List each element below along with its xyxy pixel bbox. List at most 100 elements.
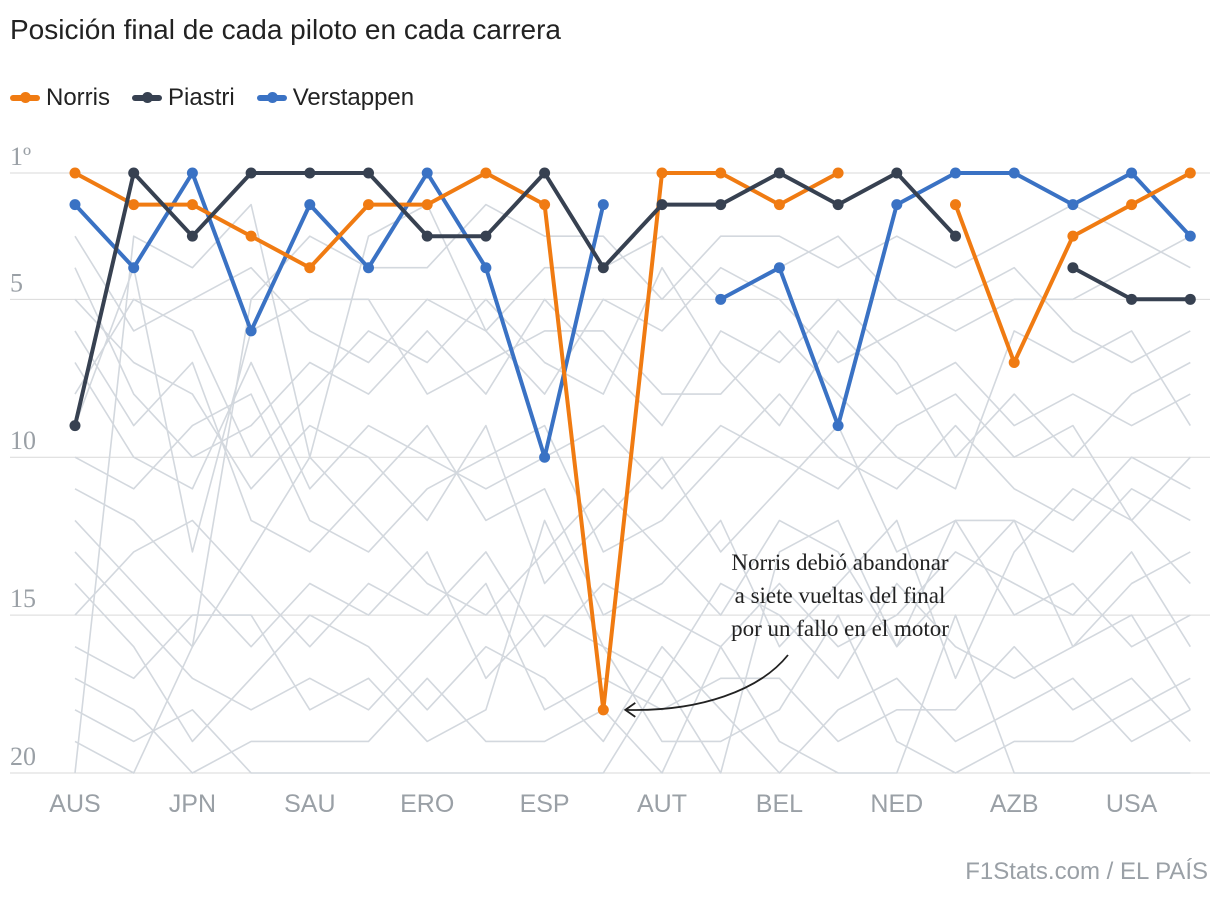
- annotation-line-3: por un fallo en el motor: [731, 616, 949, 641]
- data-point-norris: [1067, 230, 1079, 242]
- data-point-verstappen: [1067, 199, 1079, 211]
- data-point-piastri: [186, 230, 198, 242]
- data-point-piastri: [363, 167, 374, 179]
- x-tick-label: AUT: [637, 790, 687, 818]
- annotation-line-2: a siete vueltas del final: [734, 583, 946, 608]
- data-point-norris: [304, 262, 316, 274]
- data-point-piastri: [832, 199, 844, 211]
- background-driver-line-13: [74, 519, 1191, 774]
- data-point-norris: [950, 199, 961, 211]
- data-point-piastri: [950, 230, 961, 242]
- data-point-piastri: [891, 167, 903, 179]
- data-point-verstappen: [1008, 167, 1020, 179]
- annotation-arrowhead: [623, 702, 636, 718]
- background-driver-line-8: [74, 267, 1191, 458]
- data-point-verstappen: [832, 420, 844, 432]
- y-tick-label: 10: [10, 426, 36, 455]
- data-point-piastri: [421, 230, 433, 242]
- data-point-verstappen: [480, 262, 492, 274]
- data-point-norris: [128, 199, 140, 211]
- background-driver-line-6: [74, 582, 1191, 774]
- x-tick-label: ESP: [520, 790, 570, 818]
- legend-item-verstappen: Verstappen: [256, 84, 415, 112]
- background-driver-line-3: [74, 235, 1191, 395]
- data-point-verstappen: [891, 199, 903, 211]
- data-point-norris: [656, 167, 668, 179]
- x-tick-label: ERO: [400, 790, 454, 818]
- background-driver-line-10: [74, 488, 1191, 680]
- background-driver-line-9: [74, 519, 1191, 648]
- data-point-piastri: [304, 167, 316, 179]
- data-point-verstappen: [69, 199, 81, 211]
- x-tick-label: JPN: [169, 790, 216, 818]
- legend: Norris Piastri Verstappen: [10, 84, 414, 112]
- data-point-norris: [715, 167, 727, 179]
- data-point-verstappen: [363, 262, 374, 274]
- data-point-piastri: [245, 167, 257, 179]
- y-tick-label: 20: [10, 742, 36, 771]
- data-point-piastri: [1184, 293, 1196, 305]
- data-point-norris: [1008, 356, 1020, 368]
- x-tick-label: BEL: [756, 790, 803, 818]
- data-point-verstappen: [1126, 167, 1138, 179]
- background-driver-line-5: [74, 266, 1191, 458]
- data-point-verstappen: [950, 167, 961, 179]
- legend-swatch-piastri: [132, 92, 162, 103]
- annotation-arrow: [625, 654, 789, 711]
- data-point-verstappen: [1184, 230, 1196, 242]
- x-tick-label: USA: [1106, 790, 1158, 818]
- data-point-norris: [832, 167, 844, 179]
- data-point-verstappen: [128, 262, 140, 274]
- series-line-verstappen-1: [73, 171, 606, 460]
- legend-item-norris: Norris: [10, 84, 110, 112]
- data-point-verstappen: [539, 451, 551, 463]
- data-point-norris: [69, 167, 81, 179]
- legend-item-piastri: Piastri: [132, 84, 235, 112]
- legend-label-norris: Norris: [46, 84, 110, 111]
- data-point-norris: [1126, 199, 1138, 211]
- legend-swatch-norris: [10, 92, 40, 103]
- data-point-verstappen: [715, 293, 727, 305]
- background-driver-line-1: [74, 298, 1191, 648]
- x-tick-label: AUS: [49, 790, 100, 818]
- data-point-verstappen: [304, 199, 316, 211]
- background-driver-line-4: [74, 456, 1191, 648]
- y-tick-label: 5: [10, 268, 23, 297]
- data-point-piastri: [480, 230, 492, 242]
- y-tick-label: 1º: [10, 142, 31, 171]
- data-point-piastri: [597, 262, 609, 274]
- data-point-piastri: [128, 167, 140, 179]
- data-point-norris: [245, 230, 257, 242]
- background-driver-line-12: [74, 551, 1191, 743]
- data-point-norris: [539, 199, 551, 211]
- legend-label-verstappen: Verstappen: [292, 84, 415, 111]
- data-point-verstappen: [773, 262, 785, 274]
- data-point-norris: [480, 167, 492, 179]
- data-point-verstappen: [245, 325, 257, 337]
- data-point-verstappen: [597, 199, 609, 211]
- data-point-piastri: [539, 167, 551, 179]
- annotation: Norris debió abandonar a siete vueltas d…: [690, 546, 990, 645]
- data-point-piastri: [773, 167, 785, 179]
- x-tick-label: NED: [870, 790, 923, 818]
- background-driver-line-15: [74, 614, 1191, 774]
- data-point-norris: [186, 199, 198, 211]
- legend-label-piastri: Piastri: [168, 84, 235, 111]
- background-driver-line-18: [74, 203, 1191, 774]
- background-driver-line-17: [74, 203, 1191, 774]
- y-tick-label: 15: [10, 584, 36, 613]
- data-point-piastri: [715, 199, 727, 211]
- data-point-piastri: [656, 199, 668, 211]
- background-driver-line-16: [74, 519, 1191, 774]
- data-point-piastri: [1067, 262, 1079, 274]
- data-point-norris: [363, 199, 374, 211]
- series-line-norris-1: [73, 171, 1193, 712]
- x-tick-label: SAU: [284, 790, 335, 818]
- data-point-norris: [421, 199, 433, 211]
- data-point-verstappen: [421, 167, 433, 179]
- source-credit: F1Stats.com / EL PAÍS: [965, 858, 1208, 885]
- x-tick-label: AZB: [990, 790, 1039, 818]
- data-point-norris: [597, 704, 609, 716]
- data-point-norris: [773, 199, 785, 211]
